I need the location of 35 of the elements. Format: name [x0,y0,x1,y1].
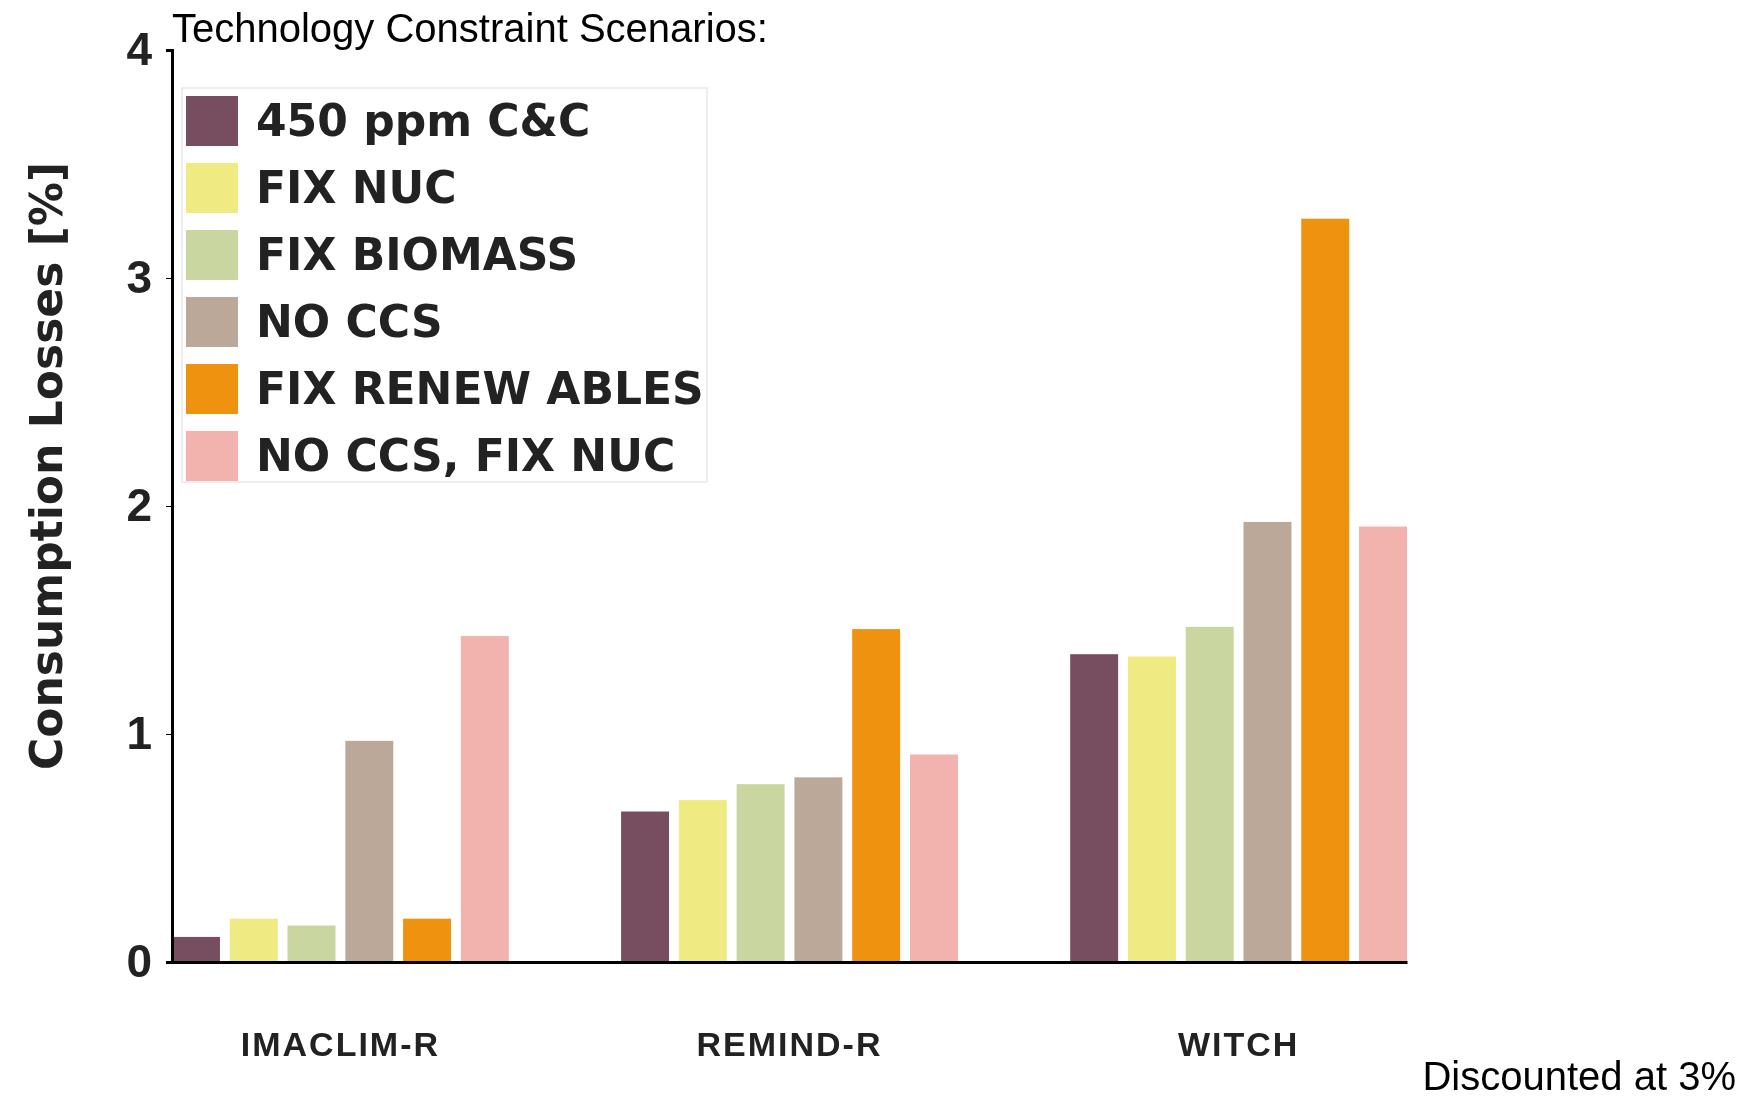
x-tick-label: WITCH [1177,1025,1300,1064]
bar [1359,526,1407,962]
legend-label: FIX NUC [256,162,457,213]
bar [1185,626,1234,962]
bar [1070,654,1119,962]
bar [229,918,278,962]
bar [403,918,452,962]
y-tick-label: 3 [126,251,152,304]
bar [736,784,785,962]
y-tick-label: 0 [126,935,152,988]
bar [794,777,843,962]
bar [678,800,727,962]
text: Discounted at 3% [1422,1054,1736,1097]
bar [1127,656,1176,962]
legend-label: NO CCS, FIX NUC [256,430,676,481]
bar [1301,218,1350,962]
legend-label: 450 ppm C&C [256,95,591,146]
y-axis-title: Consumption Losses [%] [21,162,72,770]
bar [460,635,509,962]
legend-label: FIX BIOMASS [256,229,579,280]
y-tick-label: 4 [126,23,153,76]
legend-label: FIX RENEW ABLES [256,363,704,414]
y-tick-label: 1 [126,707,152,760]
legend-label: NO CCS [256,296,443,347]
y-tick-label: 2 [126,479,152,532]
bar [1243,521,1292,962]
chart-title: Technology Constraint Scenarios: [172,6,768,50]
bar [172,936,220,962]
bar [621,811,670,962]
bar [287,925,336,962]
x-tick-label: REMIND-R [696,1025,883,1064]
bar [852,629,901,962]
x-tick-label: IMACLIM-R [240,1025,441,1064]
bar [345,740,394,962]
bar [909,754,958,962]
